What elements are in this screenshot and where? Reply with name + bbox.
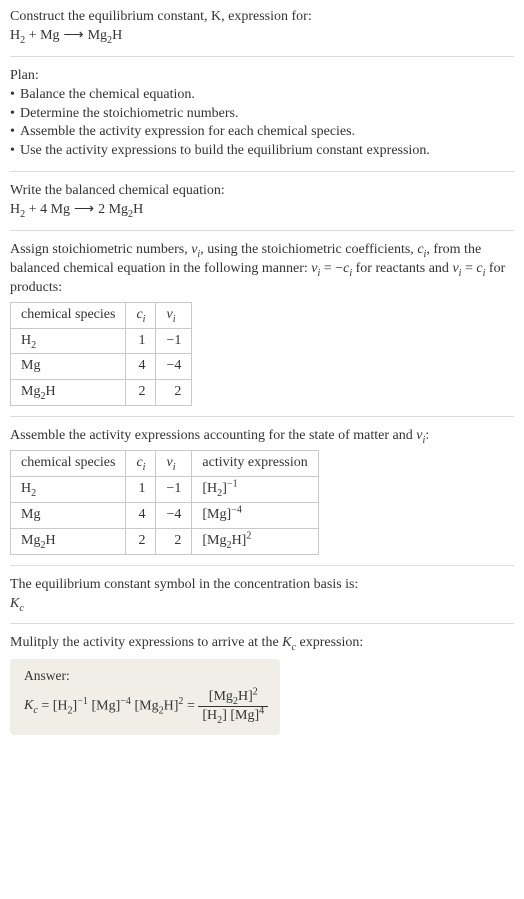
plan-item-text: Determine the stoichiometric numbers.	[20, 105, 239, 124]
multiply-line: Mulitply the activity expressions to arr…	[10, 635, 363, 650]
table-cell: 2	[126, 528, 156, 554]
table-header: ci	[126, 451, 156, 477]
kc-symbol: Kc	[10, 595, 514, 614]
activity-intro: Assemble the activity expressions accoun…	[10, 428, 429, 443]
bullet-icon: •	[10, 142, 20, 161]
stoich-intro-text: for reactants and	[352, 261, 452, 276]
stoich-section: Assign stoichiometric numbers, νi , using…	[10, 241, 514, 406]
table-cell: −4	[156, 502, 192, 528]
balanced-header: Write the balanced chemical equation:	[10, 182, 514, 201]
table-cell: 2	[126, 380, 156, 406]
bullet-icon: •	[10, 123, 20, 142]
table-cell: [Mg]−4	[192, 502, 318, 528]
stoich-table: chemical species ci νi H2 1 −1 Mg 4 −4 M…	[10, 302, 192, 407]
divider	[10, 416, 514, 417]
bullet-icon: •	[10, 105, 20, 124]
table-row: Mg 4 −4	[11, 354, 192, 380]
divider	[10, 230, 514, 231]
table-header: chemical species	[11, 302, 126, 328]
equation-unbalanced: H2 + Mg⟶Mg2H	[10, 28, 122, 43]
table-row: Mg2H 2 2 [Mg2H]2	[11, 528, 319, 554]
table-cell: Mg	[11, 502, 126, 528]
table-cell: 2	[156, 528, 192, 554]
multiply-text: expression:	[296, 635, 363, 650]
table-header: activity expression	[192, 451, 318, 477]
table-row: Mg 4 −4 [Mg]−4	[11, 502, 319, 528]
table-cell: −4	[156, 354, 192, 380]
activity-intro-text: :	[425, 428, 429, 443]
activity-intro-text: Assemble the activity expressions accoun…	[10, 428, 416, 443]
title-text-line1: Construct the equilibrium constant, K, e…	[10, 9, 312, 24]
table-cell: Mg2H	[11, 380, 126, 406]
answer-equation: Kc = [H2]−1 [Mg]−4 [Mg2H]2 = [Mg2H]2 [H2…	[24, 690, 268, 723]
table-header: ci	[126, 302, 156, 328]
table-header-row: chemical species ci νi	[11, 302, 192, 328]
multiply-section: Mulitply the activity expressions to arr…	[10, 634, 514, 653]
table-cell: H2	[11, 477, 126, 503]
plan-item-text: Balance the chemical equation.	[20, 86, 195, 105]
divider	[10, 56, 514, 57]
table-header: chemical species	[11, 451, 126, 477]
plan-item: • Assemble the activity expression for e…	[10, 123, 514, 142]
answer-label: Answer:	[24, 667, 268, 685]
table-cell: −1	[156, 477, 192, 503]
bullet-icon: •	[10, 86, 20, 105]
plan-header: Plan:	[10, 67, 514, 86]
table-cell: H2	[11, 328, 126, 354]
table-cell: Mg	[11, 354, 126, 380]
table-cell: Mg2H	[11, 528, 126, 554]
stoich-intro-text: , using the stoichiometric coefficients,	[200, 242, 417, 257]
plan: Plan: • Balance the chemical equation. •…	[10, 67, 514, 161]
divider	[10, 565, 514, 566]
table-cell: 4	[126, 502, 156, 528]
multiply-text: Mulitply the activity expressions to arr…	[10, 635, 282, 650]
table-header: νi	[156, 302, 192, 328]
table-cell: [H2]−1	[192, 477, 318, 503]
table-header: νi	[156, 451, 192, 477]
equation-balanced: H2 + 4 Mg⟶2 Mg2H	[10, 201, 514, 220]
divider	[10, 623, 514, 624]
plan-item: • Use the activity expressions to build …	[10, 142, 514, 161]
table-header-row: chemical species ci νi activity expressi…	[11, 451, 319, 477]
answer-box: Answer: Kc = [H2]−1 [Mg]−4 [Mg2H]2 = [Mg…	[10, 659, 280, 734]
activity-section: Assemble the activity expressions accoun…	[10, 427, 514, 554]
stoich-intro-text: Assign stoichiometric numbers,	[10, 242, 191, 257]
table-cell: 1	[126, 477, 156, 503]
plan-item-text: Assemble the activity expression for eac…	[20, 123, 355, 142]
table-row: H2 1 −1 [H2]−1	[11, 477, 319, 503]
kc-symbol-section: The equilibrium constant symbol in the c…	[10, 576, 514, 614]
table-cell: 4	[126, 354, 156, 380]
table-cell: 1	[126, 328, 156, 354]
stoich-intro: Assign stoichiometric numbers, νi, using…	[10, 242, 505, 295]
plan-item: • Determine the stoichiometric numbers.	[10, 105, 514, 124]
plan-item-text: Use the activity expressions to build th…	[20, 142, 430, 161]
plan-item: • Balance the chemical equation.	[10, 86, 514, 105]
table-cell: [Mg2H]2	[192, 528, 318, 554]
table-row: Mg2H 2 2	[11, 380, 192, 406]
table-row: H2 1 −1	[11, 328, 192, 354]
divider	[10, 171, 514, 172]
table-cell: 2	[156, 380, 192, 406]
title: Construct the equilibrium constant, K, e…	[10, 8, 514, 46]
activity-table: chemical species ci νi activity expressi…	[10, 450, 319, 555]
table-cell: −1	[156, 328, 192, 354]
kc-symbol-line: The equilibrium constant symbol in the c…	[10, 576, 514, 595]
balanced-equation-section: Write the balanced chemical equation: H2…	[10, 182, 514, 220]
